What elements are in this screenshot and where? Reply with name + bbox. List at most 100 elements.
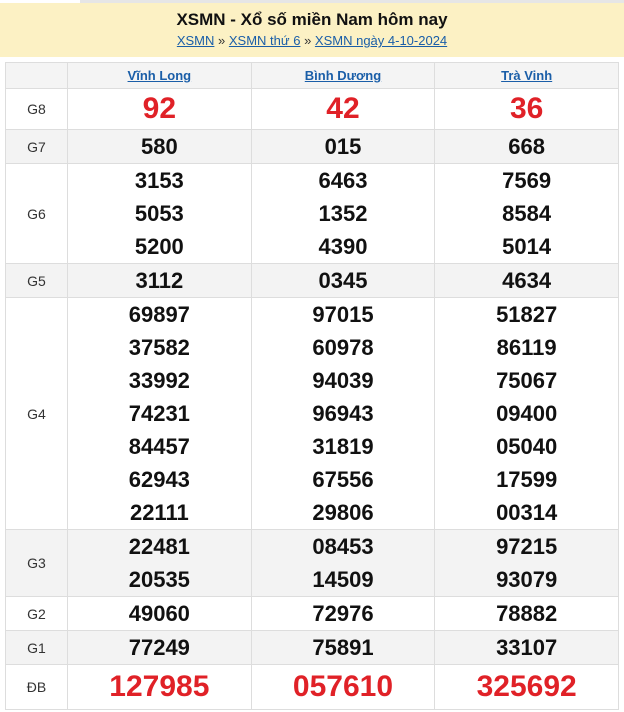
prize-number: 580 [140,134,178,159]
prize-number: 74231 [128,401,190,426]
prize-number: 62943 [128,467,190,492]
prize-row-g3: G3 22481 20535 08453 14509 97215 93079 [5,529,619,597]
prize-cell: 057610 [250,664,436,710]
prize-label: G4 [5,297,68,530]
prize-cell: 3153 5053 5200 [67,163,252,264]
prize-number: 49060 [128,601,190,626]
prize-cell: 668 [434,129,619,164]
prize-number: 75067 [496,368,558,393]
prize-row-g4: G4 69897 37582 33992 74231 84457 62943 22111 970… [5,297,619,530]
prize-cell: 51827 86119 75067 09400 05040 17599 00314 [434,297,619,530]
prize-number: 36 [509,92,544,125]
prize-number: 60978 [312,335,374,360]
prize-number: 09400 [496,401,558,426]
prize-cell: 127985 [67,664,252,710]
prize-cell: 0345 [250,263,436,298]
province-header: Vĩnh Long [67,62,252,89]
prize-number: 6463 [318,168,368,193]
prize-number: 78882 [496,601,558,626]
prize-number: 51827 [496,302,558,327]
prize-number: 92 [142,92,177,125]
prize-number: 20535 [128,567,190,592]
prize-number: 42 [326,92,360,125]
prize-cell: 6463 1352 4390 [250,163,436,264]
prize-number: 668 [508,134,546,159]
prize-cell: 33107 [434,630,619,665]
prize-number: 72976 [312,601,374,626]
prize-row-đb: ĐB 127985 057610 325692 [5,664,619,710]
prize-number: 77249 [128,635,190,660]
prize-number: 33107 [496,635,558,660]
prize-number: 93079 [496,567,558,592]
prize-row-g6: G6 3153 5053 5200 6463 1352 4390 7569 8584 5014 [5,163,619,264]
prize-number: 1352 [318,201,368,226]
prize-row-g1: G1 77249 75891 33107 [5,630,619,665]
prize-cell: 22481 20535 [67,529,252,597]
prize-cell: 580 [67,129,252,164]
prize-number: 127985 [109,670,210,703]
prize-label: G1 [5,630,68,665]
breadcrumb-separator: » [304,33,312,48]
prize-cell: 97215 93079 [434,529,619,597]
prize-number: 33992 [128,368,190,393]
prize-cell: 92 [67,88,252,130]
prize-label: G7 [5,129,68,164]
prize-number: 5200 [134,234,184,259]
prize-number: 84457 [128,434,190,459]
prize-number: 75891 [312,635,374,660]
prize-number: 0345 [318,268,368,293]
prize-number: 4634 [502,268,552,293]
prize-number: 37582 [128,335,190,360]
page-header: XSMN - Xổ số miền Nam hôm nay XSMN » XSM… [0,3,624,57]
prize-number: 3112 [135,268,184,293]
prize-number: 8584 [502,201,552,226]
prize-label: G2 [5,596,68,631]
province-header: Bình Dương [250,62,436,89]
prize-number: 22111 [129,500,189,525]
prize-cell: 325692 [434,664,619,710]
province-header: Trà Vinh [434,62,619,89]
prize-number: 5053 [134,201,184,226]
prize-cell: 97015 60978 94039 96943 31819 67556 29806 [250,297,436,530]
prize-number: 05040 [496,434,558,459]
breadcrumb-xsmn[interactable]: XSMN [176,33,215,48]
prize-cell: 36 [434,88,619,130]
prize-cell: 78882 [434,596,619,631]
prize-number: 97015 [312,302,374,327]
prize-number: 29806 [312,500,374,525]
prize-label: G8 [5,88,68,130]
prize-number: 14509 [312,567,374,592]
prize-cell: 75891 [250,630,436,665]
province-link-tra-vinh[interactable]: Trà Vinh [501,68,553,83]
top-nav-strip [80,0,624,3]
breadcrumb-xsmn-thu-6[interactable]: XSMN thứ 6 [228,33,301,48]
prize-number: 08453 [312,534,374,559]
prize-number: 3153 [134,168,184,193]
empty-header-cell [5,62,68,89]
prize-number: 86119 [496,335,557,360]
province-link-binh-duong[interactable]: Bình Dương [304,68,382,83]
prize-number: 057610 [292,670,394,703]
prize-number: 00314 [496,500,558,525]
prize-number: 96943 [312,401,374,426]
prize-cell: 7569 8584 5014 [434,163,619,264]
prize-row-g7: G7 580 015 668 [5,129,619,164]
prize-label: G6 [5,163,68,264]
prize-number: 94039 [312,368,374,393]
prize-cell: 3112 [67,263,252,298]
breadcrumb-date[interactable]: XSMN ngày 4-10-2024 [314,33,448,48]
breadcrumb-separator: » [218,33,226,48]
province-link-vinh-long[interactable]: Vĩnh Long [127,68,192,83]
prize-cell: 77249 [67,630,252,665]
results-table: Vĩnh Long Bình Dương Trà Vinh G8 92 42 36 G7… [5,62,619,710]
prize-number: 69897 [128,302,190,327]
prize-cell: 72976 [250,596,436,631]
prize-row-g8: G8 92 42 36 [5,88,619,130]
prize-number: 22481 [128,534,190,559]
breadcrumb: XSMN » XSMN thứ 6 » XSMN ngày 4-10-2024 [0,33,624,48]
prize-number: 17599 [496,467,558,492]
page-title: XSMN - Xổ số miền Nam hôm nay [176,10,448,29]
prize-row-g5: G5 3112 0345 4634 [5,263,619,298]
prize-row-g2: G2 49060 72976 78882 [5,596,619,631]
prize-cell: 49060 [67,596,252,631]
